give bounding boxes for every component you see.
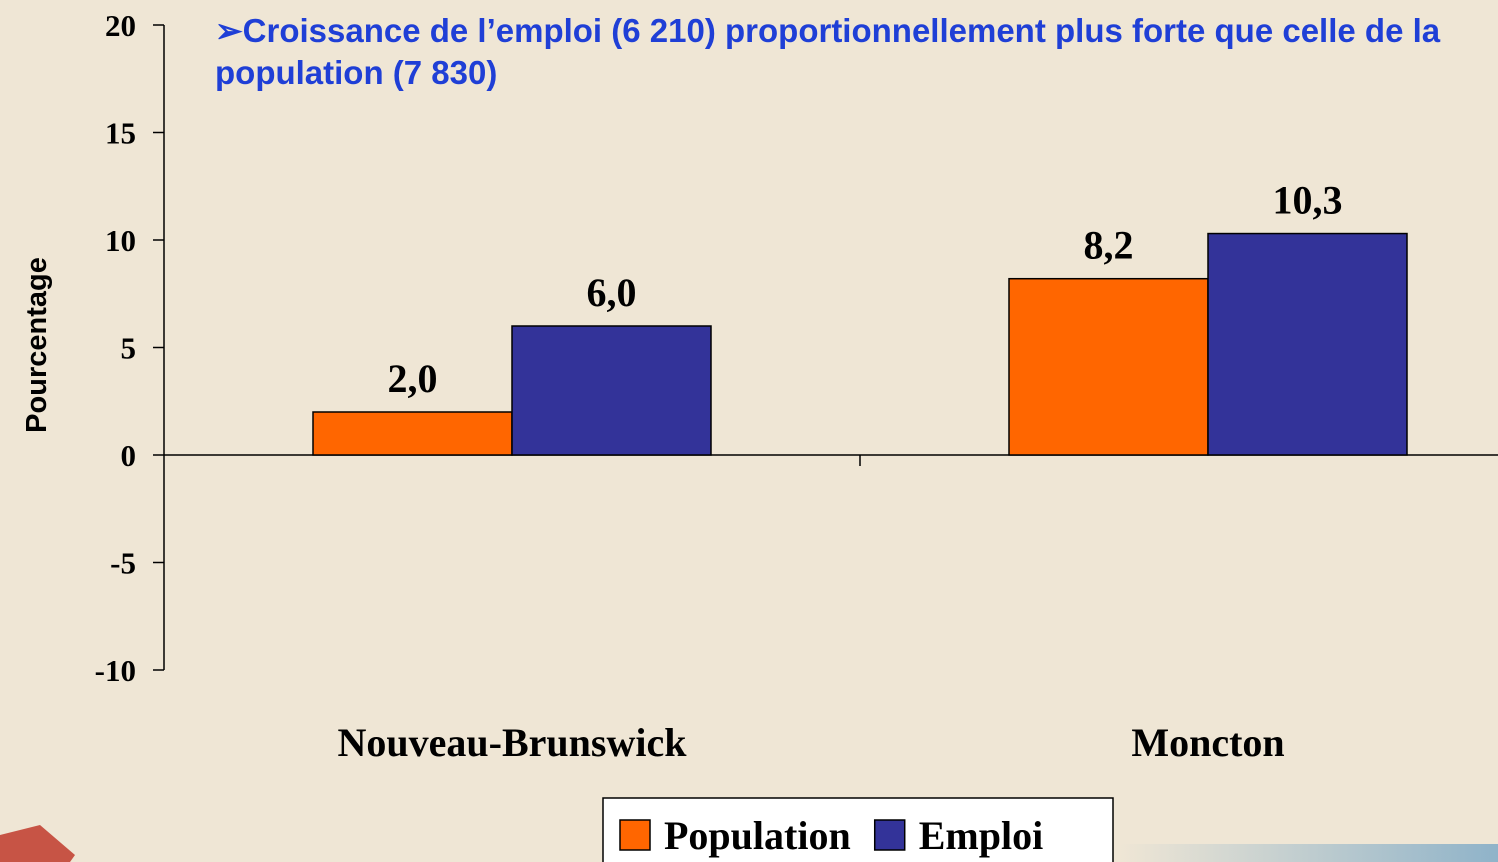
legend-swatch <box>619 819 651 851</box>
legend-swatch <box>873 819 906 851</box>
value-label: 6,0 <box>587 270 637 315</box>
value-label: 8,2 <box>1084 223 1134 268</box>
x-tick-label: Nouveau-Brunswick <box>338 720 688 765</box>
y-axis-label: Pourcentage <box>21 257 53 433</box>
decoration <box>1120 844 1498 862</box>
bar <box>1008 277 1209 456</box>
bar <box>511 325 712 456</box>
logo <box>0 825 75 862</box>
legend-label: Population <box>664 813 851 858</box>
value-label: 2,0 <box>388 356 438 401</box>
bar <box>312 411 513 456</box>
y-tick-label: 10 <box>105 223 136 258</box>
legend-label: Emploi <box>919 813 1043 858</box>
y-tick-label: 15 <box>105 116 136 151</box>
chart-title: ➢Croissance de l’emploi (6 210) proporti… <box>215 12 1441 91</box>
y-tick-label: 5 <box>121 331 137 366</box>
y-tick-label: -10 <box>95 653 136 688</box>
y-tick-label: 20 <box>105 8 136 43</box>
value-label: 10,3 <box>1273 178 1343 223</box>
bar <box>1207 232 1408 456</box>
y-tick-label: 0 <box>121 438 137 473</box>
x-tick-label: Moncton <box>1131 720 1284 765</box>
y-tick-label: -5 <box>110 546 136 581</box>
legend <box>602 797 1114 862</box>
